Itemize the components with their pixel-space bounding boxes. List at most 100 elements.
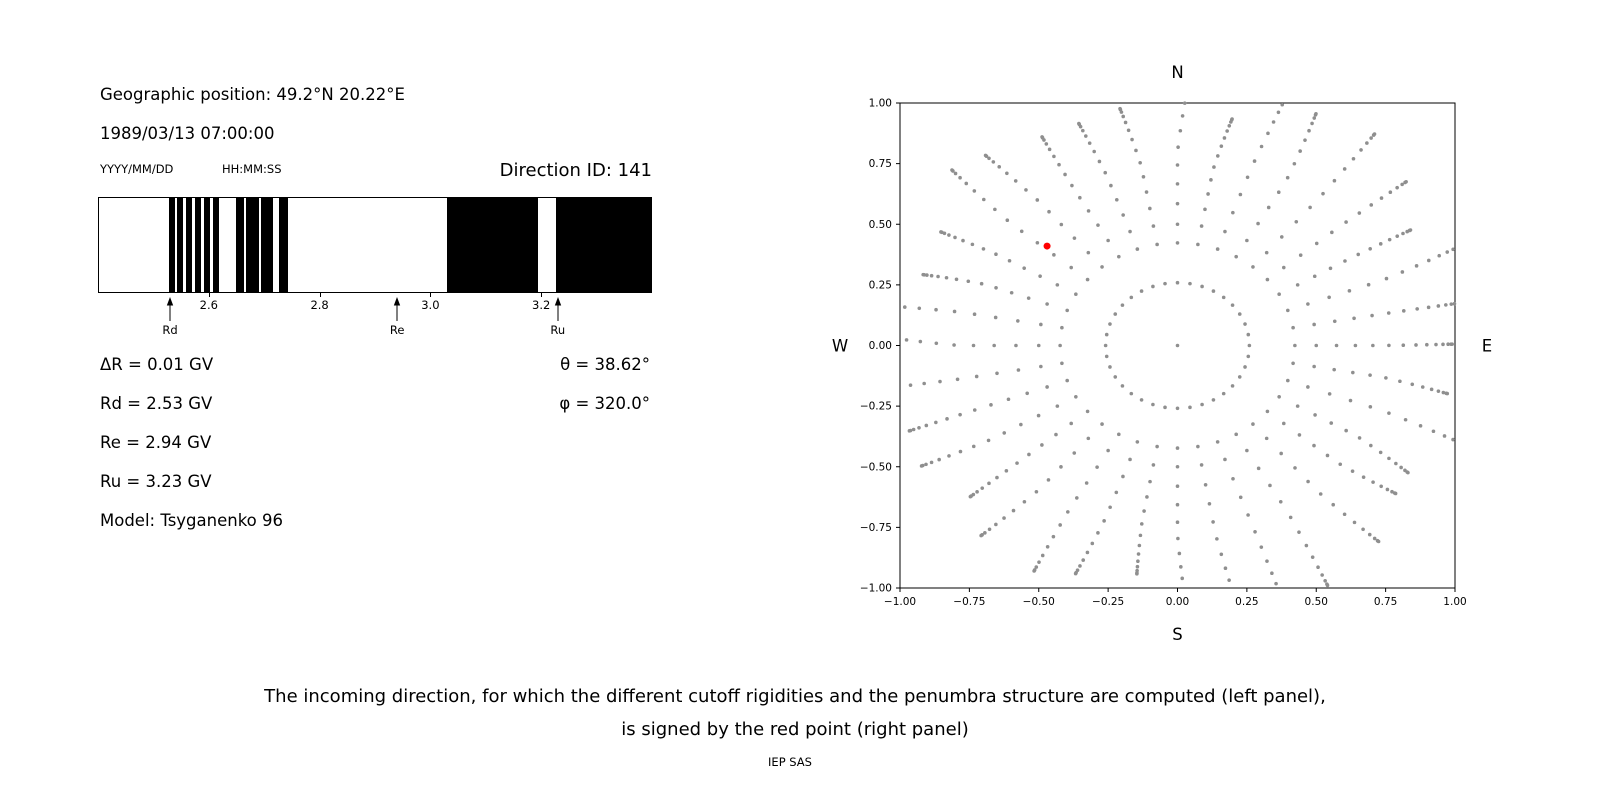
grid-dot	[1063, 172, 1067, 177]
grid-dot	[921, 272, 925, 277]
penumbra-xaxis: 2.6 2.8 3.0 3.2	[98, 293, 652, 317]
grid-dot	[1291, 325, 1295, 330]
grid-dot	[1442, 434, 1447, 438]
penumbra-band	[235, 198, 245, 292]
grid-dot	[1230, 303, 1235, 307]
grid-dot	[947, 233, 951, 237]
time-format-label: HH:MM:SS	[222, 162, 282, 176]
grid-dot	[987, 481, 991, 486]
grid-dot	[1039, 364, 1043, 369]
penumbra-band	[246, 198, 260, 292]
grid-dot	[971, 444, 976, 449]
grid-dot	[961, 238, 965, 243]
grid-dot	[1100, 422, 1104, 426]
grid-dot	[1387, 456, 1391, 461]
grid-dot	[955, 377, 960, 382]
grid-dot	[1225, 129, 1229, 133]
grid-dot	[1175, 222, 1180, 227]
grid-dot	[1136, 552, 1141, 556]
grid-dot	[1230, 117, 1234, 121]
grid-dot	[1259, 545, 1264, 549]
x-tick-mark	[430, 293, 432, 297]
grid-dot	[1108, 322, 1112, 326]
grid-dot	[1211, 520, 1215, 524]
grid-dot	[1245, 175, 1250, 180]
grid-dot	[1351, 156, 1356, 161]
grid-dot	[1343, 259, 1347, 263]
grid-dot	[1231, 210, 1235, 215]
grid-dot	[1332, 178, 1337, 183]
grid-dot	[1085, 409, 1090, 414]
grid-dot	[1292, 161, 1297, 166]
grid-dot	[1081, 128, 1085, 133]
grid-dot	[1376, 539, 1381, 544]
direction-id-text: Direction ID: 141	[499, 160, 652, 181]
grid-dot	[1356, 252, 1361, 257]
grid-dot	[1114, 197, 1119, 202]
grid-dot	[1054, 432, 1058, 437]
grid-dot	[1344, 428, 1348, 433]
grid-dot	[1379, 196, 1384, 200]
grid-dot	[1084, 481, 1089, 485]
grid-dot	[968, 494, 973, 499]
x-tick-label: −1.00	[884, 596, 916, 608]
grid-dot	[1070, 183, 1074, 188]
grid-dot	[1086, 436, 1091, 441]
grid-dot	[1303, 138, 1307, 142]
grid-dot	[983, 153, 988, 158]
grid-dot	[1265, 277, 1270, 282]
grid-dot	[1306, 385, 1310, 389]
grid-dot	[1066, 510, 1070, 514]
grid-dot	[1328, 266, 1333, 271]
grid-dot	[1369, 136, 1373, 140]
grid-dot	[1369, 203, 1374, 207]
grid-dot	[1286, 308, 1290, 313]
grid-dot	[1401, 309, 1406, 313]
grid-dot	[1006, 397, 1011, 402]
grid-dot	[925, 273, 929, 277]
penumbra-markers: Rd Re Ru	[98, 296, 652, 344]
grid-dot	[1013, 179, 1018, 183]
grid-dot	[1120, 303, 1125, 307]
grid-dot	[1441, 342, 1445, 347]
grid-dot	[1406, 470, 1410, 475]
grid-dot	[1452, 301, 1457, 306]
grid-dot	[1420, 385, 1425, 389]
y-tick-label: 0.50	[869, 219, 892, 231]
grid-dot	[993, 315, 998, 320]
grid-dot	[1401, 343, 1406, 347]
penumbra-plot	[98, 197, 652, 293]
grid-dot	[1209, 178, 1213, 182]
grid-dot	[1357, 211, 1362, 215]
grid-dot	[1327, 392, 1332, 396]
grid-dot	[1306, 479, 1310, 484]
penumbra-band	[212, 198, 219, 292]
grid-dot	[1253, 529, 1257, 534]
grid-dot	[1055, 404, 1060, 408]
grid-dot	[1234, 432, 1238, 437]
grid-dot	[994, 285, 998, 290]
grid-dot	[1353, 343, 1358, 348]
grid-dot	[1450, 342, 1454, 346]
caption-line1: The incoming direction, for which the di…	[264, 686, 1326, 707]
grid-dot	[953, 171, 958, 176]
grid-dot	[1211, 289, 1216, 293]
grid-dot	[1252, 159, 1257, 163]
grid-dot	[1321, 191, 1325, 196]
grid-dot	[908, 383, 913, 387]
grid-dot	[1108, 505, 1112, 510]
grid-dot	[1078, 564, 1082, 568]
grid-dot	[1325, 583, 1330, 588]
up-arrow-icon	[166, 297, 174, 321]
grid-dot	[1446, 342, 1450, 347]
x-tick-label: −0.50	[1023, 596, 1055, 608]
grid-dot	[1294, 219, 1299, 224]
grid-dot	[1415, 307, 1419, 311]
grid-dot	[979, 281, 984, 286]
grid-dot	[1182, 101, 1187, 105]
grid-dot	[1426, 305, 1431, 310]
grid-dot	[1399, 465, 1403, 470]
grid-dot	[1005, 218, 1010, 223]
grid-dot	[1449, 302, 1454, 306]
grid-dot	[1279, 235, 1284, 239]
